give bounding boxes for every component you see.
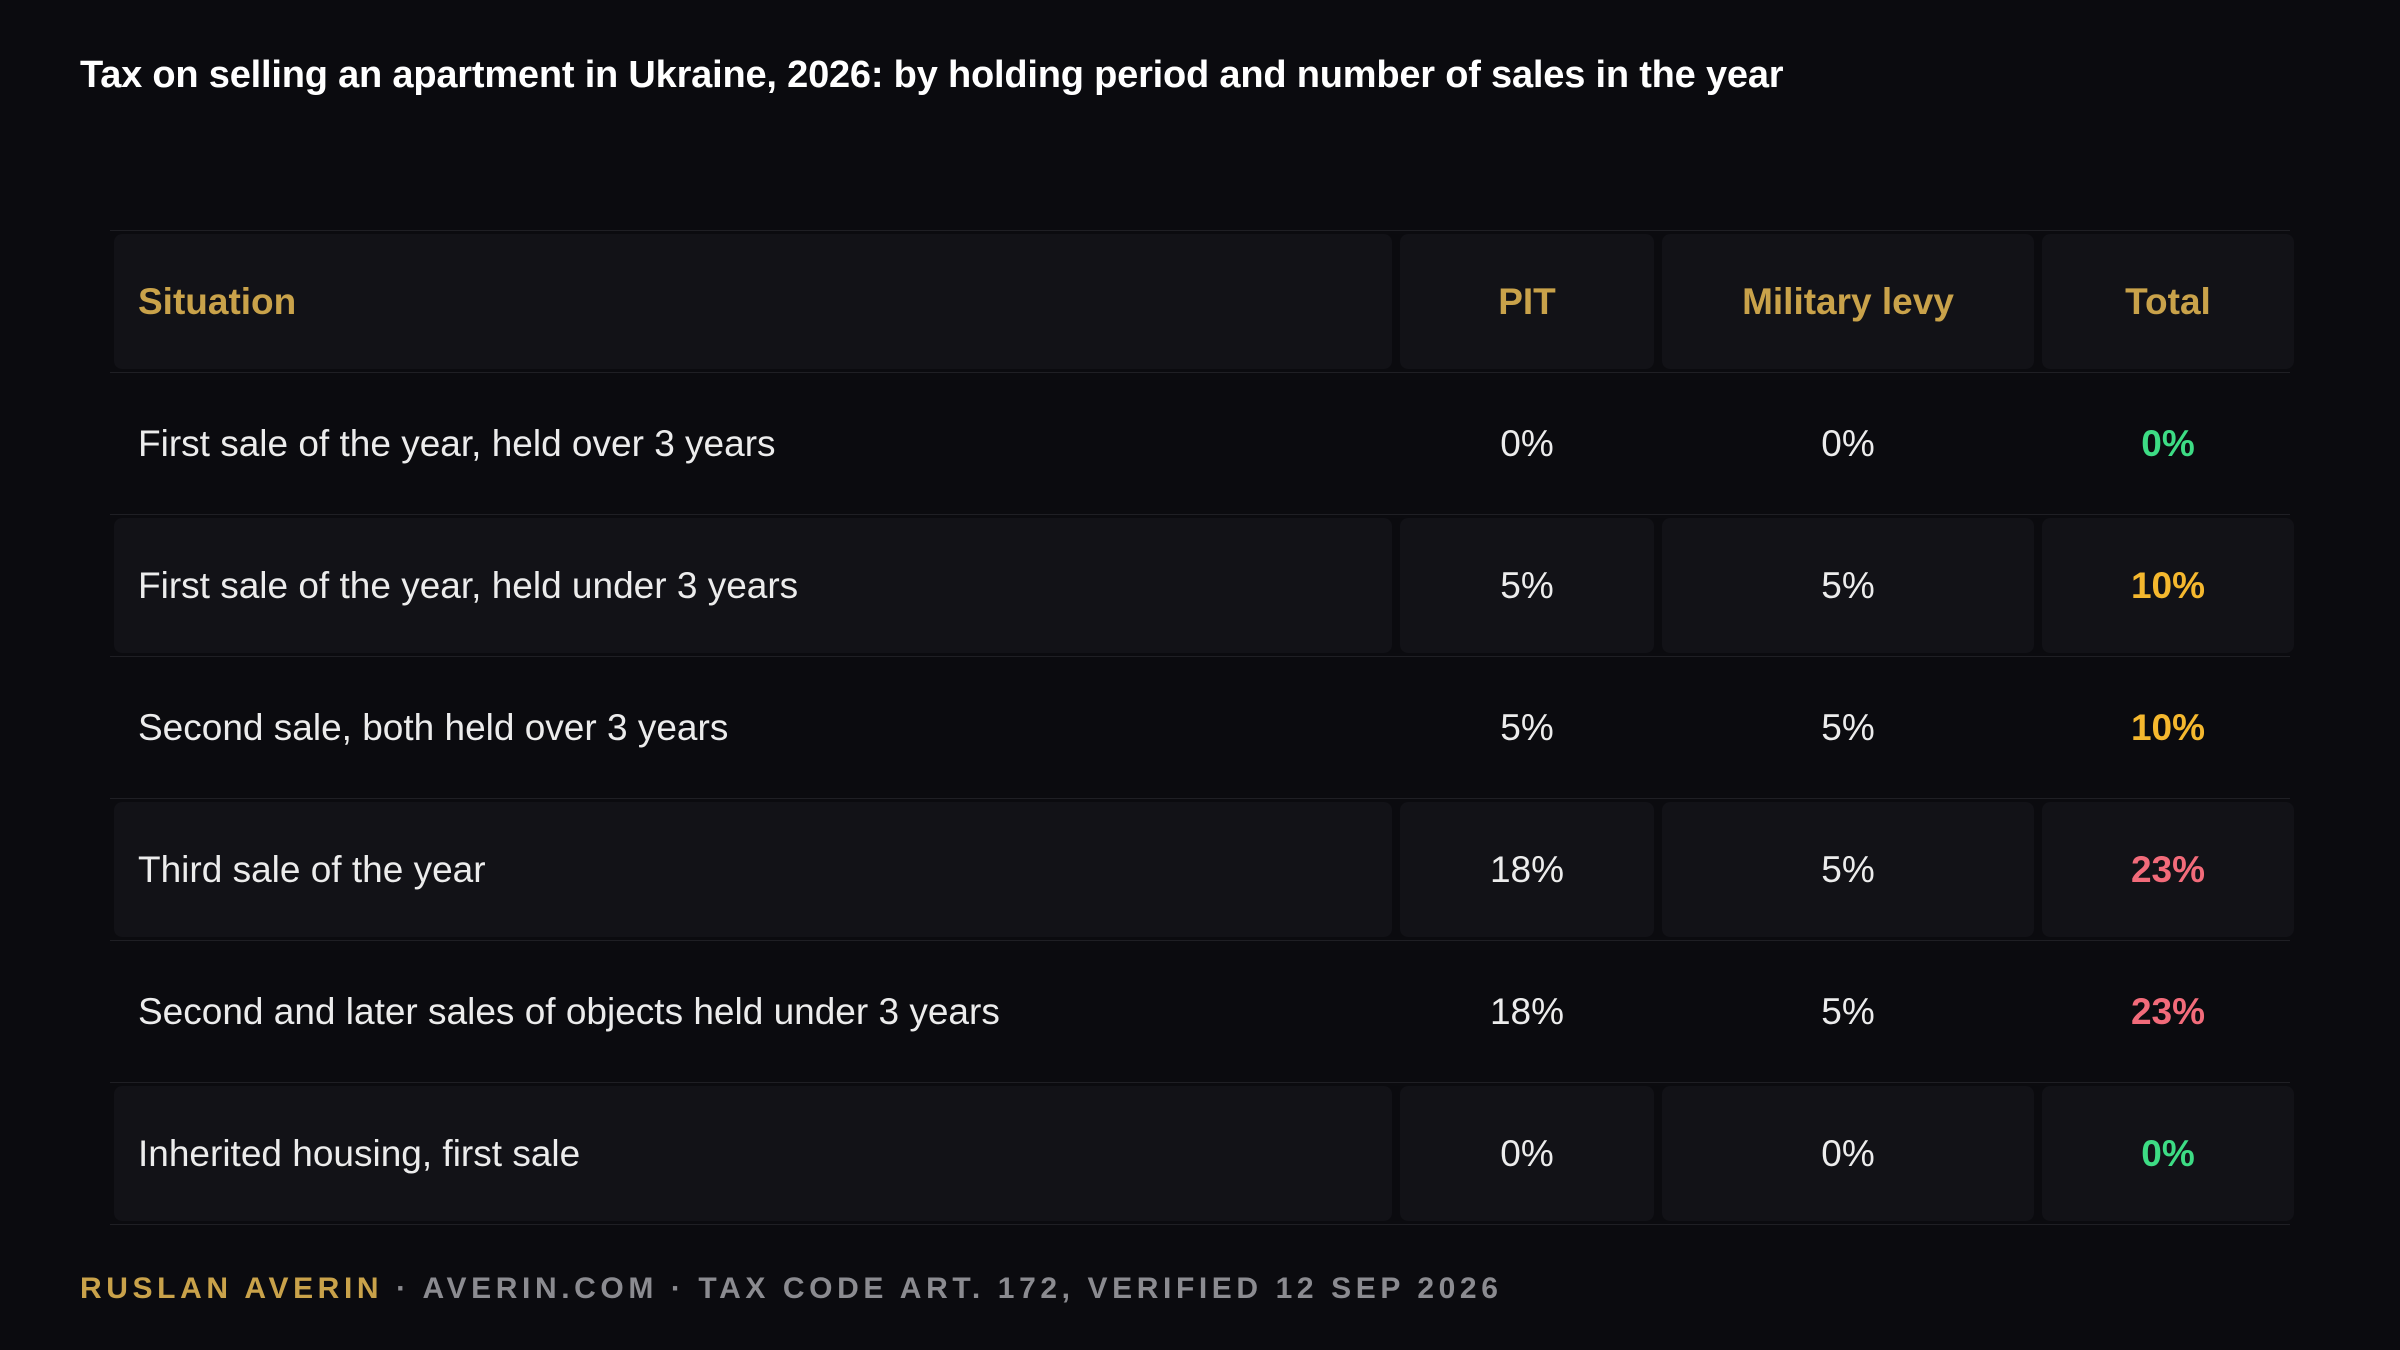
pit-cell: 5%	[1500, 706, 1554, 748]
footer-credit: RUSLAN AVERIN · AVERIN.COM · TAX CODE AR…	[80, 1272, 1502, 1306]
column-header-military-levy: Military levy	[1662, 234, 2034, 369]
tax-table: Situation PIT Military levy Total First …	[110, 230, 2294, 1225]
situation-cell: Second sale, both held over 3 years	[138, 706, 729, 748]
pit-cell: 5%	[1400, 518, 1654, 653]
chart-title: Tax on selling an apartment in Ukraine, …	[80, 54, 1784, 96]
table-row: Second sale, both held over 3 years 5% 5…	[110, 657, 2290, 799]
pit-cell: 18%	[1489, 990, 1565, 1032]
total-cell: 10%	[2042, 518, 2294, 653]
total-cell: 0%	[2141, 422, 2195, 464]
pit-cell: 0%	[1400, 1086, 1654, 1221]
situation-cell: First sale of the year, held under 3 yea…	[114, 518, 1392, 653]
military-levy-cell: 0%	[1821, 422, 1875, 464]
total-cell: 23%	[2130, 990, 2206, 1032]
situation-cell: Third sale of the year	[114, 802, 1392, 937]
column-header-total: Total	[2042, 234, 2294, 369]
military-levy-cell: 5%	[1821, 990, 1875, 1032]
table-row: Second and later sales of objects held u…	[110, 941, 2290, 1083]
pit-cell: 18%	[1400, 802, 1654, 937]
column-header-situation: Situation	[114, 234, 1392, 369]
military-levy-cell: 5%	[1662, 802, 2034, 937]
column-header-pit: PIT	[1400, 234, 1654, 369]
total-cell: 10%	[2130, 706, 2206, 748]
pit-cell: 0%	[1500, 422, 1554, 464]
military-levy-cell: 5%	[1662, 518, 2034, 653]
total-cell: 0%	[2042, 1086, 2294, 1221]
total-cell: 23%	[2042, 802, 2294, 937]
military-levy-cell: 0%	[1662, 1086, 2034, 1221]
table-row: Inherited housing, first sale 0% 0% 0%	[110, 1083, 2294, 1225]
footer-source: · AVERIN.COM · TAX CODE ART. 172, VERIFI…	[383, 1272, 1503, 1305]
table-header-row: Situation PIT Military levy Total	[110, 231, 2294, 373]
situation-cell: First sale of the year, held over 3 year…	[138, 422, 776, 464]
military-levy-cell: 5%	[1821, 706, 1875, 748]
table-row: First sale of the year, held under 3 yea…	[110, 515, 2294, 657]
table-row: Third sale of the year 18% 5% 23%	[110, 799, 2294, 941]
situation-cell: Second and later sales of objects held u…	[138, 990, 1000, 1032]
footer-author: RUSLAN AVERIN	[80, 1272, 384, 1305]
situation-cell: Inherited housing, first sale	[114, 1086, 1392, 1221]
table-row: First sale of the year, held over 3 year…	[110, 373, 2290, 515]
